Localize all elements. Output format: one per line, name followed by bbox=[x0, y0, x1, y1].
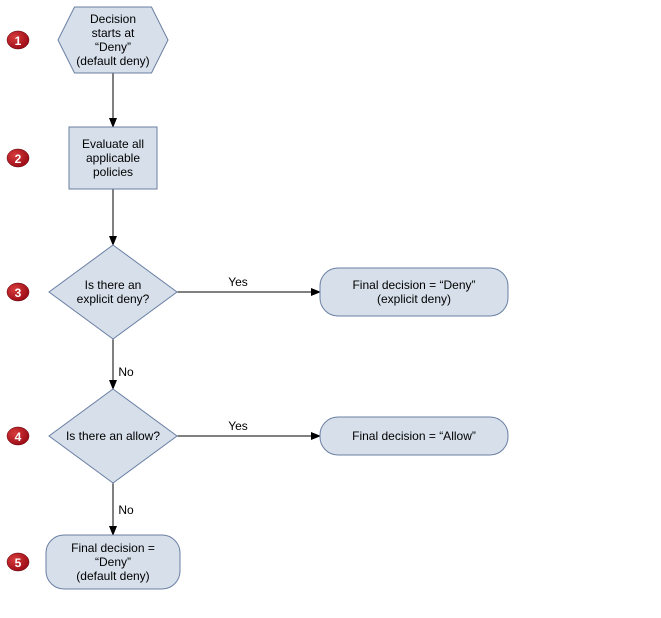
node-label-final_deny_default-l1: “Deny” bbox=[95, 555, 131, 569]
node-label-final_allow-l0: Final decision = “Allow” bbox=[352, 429, 476, 443]
step-marker-label-m5: 5 bbox=[15, 556, 22, 570]
node-label-allow_q-l0: Is there an allow? bbox=[66, 429, 160, 443]
step-marker-m3: 3 bbox=[7, 283, 29, 301]
node-label-start-l2: “Deny” bbox=[95, 40, 131, 54]
node-label-explicit_deny_q-l1: explicit deny? bbox=[77, 292, 150, 306]
node-label-start-l0: Decision bbox=[90, 12, 136, 26]
node-allow_q: Is there an allow? bbox=[49, 389, 177, 483]
node-final_deny_explicit: Final decision = “Deny”(explicit deny) bbox=[320, 268, 508, 316]
step-marker-label-m2: 2 bbox=[15, 152, 22, 166]
edge-label-e6: No bbox=[118, 503, 134, 517]
step-marker-m4: 4 bbox=[7, 427, 29, 445]
edge-label-e5: Yes bbox=[228, 419, 248, 433]
node-final_deny_default: Final decision =“Deny”(default deny) bbox=[46, 535, 180, 589]
node-label-final_deny_default-l0: Final decision = bbox=[71, 541, 155, 555]
node-label-final_deny_explicit-l0: Final decision = “Deny” bbox=[352, 278, 475, 292]
step-marker-m5: 5 bbox=[7, 553, 29, 571]
node-label-explicit_deny_q-l0: Is there an bbox=[85, 278, 142, 292]
node-start: Decisionstarts at“Deny”(default deny) bbox=[58, 7, 168, 73]
node-label-evaluate-l0: Evaluate all bbox=[82, 137, 144, 151]
step-marker-label-m3: 3 bbox=[15, 286, 22, 300]
node-label-start-l1: starts at bbox=[92, 26, 135, 40]
edge-e3: Yes bbox=[177, 275, 320, 292]
node-label-evaluate-l2: policies bbox=[93, 165, 133, 179]
edge-e5: Yes bbox=[177, 419, 320, 436]
node-evaluate: Evaluate allapplicablepolicies bbox=[69, 127, 157, 189]
step-marker-label-m4: 4 bbox=[15, 430, 22, 444]
node-final_allow: Final decision = “Allow” bbox=[320, 417, 508, 455]
edge-e4: No bbox=[113, 339, 134, 389]
edge-e6: No bbox=[113, 483, 134, 535]
node-label-final_deny_default-l2: (default deny) bbox=[76, 569, 149, 583]
step-marker-label-m1: 1 bbox=[15, 34, 22, 48]
edge-label-e4: No bbox=[118, 365, 134, 379]
node-explicit_deny_q: Is there anexplicit deny? bbox=[49, 245, 177, 339]
node-label-final_deny_explicit-l1: (explicit deny) bbox=[377, 292, 451, 306]
step-marker-m1: 1 bbox=[7, 31, 29, 49]
edge-label-e3: Yes bbox=[228, 275, 248, 289]
node-label-start-l3: (default deny) bbox=[76, 54, 149, 68]
node-label-evaluate-l1: applicable bbox=[86, 151, 140, 165]
step-marker-m2: 2 bbox=[7, 149, 29, 167]
